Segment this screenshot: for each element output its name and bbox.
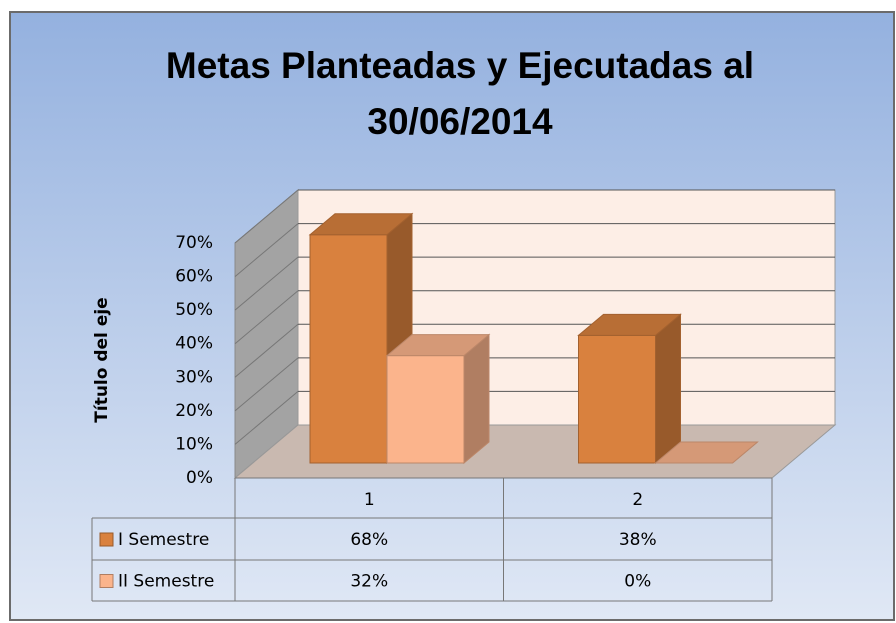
grid-line (234, 290, 299, 345)
bar-face (578, 334, 656, 464)
y-tick-label: 70% (175, 233, 213, 253)
grid-line (234, 223, 299, 277)
legend-label: II Semestre (118, 572, 214, 592)
y-axis-label: Título del eje (92, 297, 112, 422)
bar-face (463, 333, 490, 465)
bar-face (386, 355, 465, 464)
bar (654, 441, 759, 464)
legend-swatch (99, 574, 114, 588)
data-label: 0% (624, 572, 651, 592)
bar-face (309, 234, 388, 464)
y-tick-label: 10% (175, 434, 213, 454)
legend-swatch (99, 532, 114, 547)
bar-face (655, 313, 681, 465)
data-label: 68% (350, 530, 388, 550)
x-tick-label: 2 (632, 490, 643, 510)
y-tick-label: 40% (175, 334, 213, 354)
y-tick-label: 30% (175, 367, 213, 387)
chart-title: Metas Planteadas y Ejecutadas al 30/06/2… (165, 45, 755, 142)
x-tick-label: 1 (364, 490, 375, 510)
bar (385, 333, 491, 465)
y-tick-label: 60% (175, 267, 213, 287)
bar-face (654, 441, 759, 464)
data-label: 38% (619, 530, 657, 550)
grid-line (234, 323, 299, 378)
grid-line (234, 357, 299, 412)
grid-line (234, 391, 299, 445)
y-tick-label: 50% (175, 300, 213, 320)
bar-face (577, 313, 682, 336)
grid-line (234, 189, 299, 244)
data-label: 32% (350, 572, 388, 592)
grid-line (234, 256, 299, 311)
bar-face (308, 213, 414, 236)
y-tick-label: 0% (186, 468, 213, 488)
bar (577, 313, 682, 465)
bar-face (385, 334, 491, 357)
y-tick-label: 20% (175, 401, 213, 421)
legend-label: I Semestre (118, 530, 209, 550)
